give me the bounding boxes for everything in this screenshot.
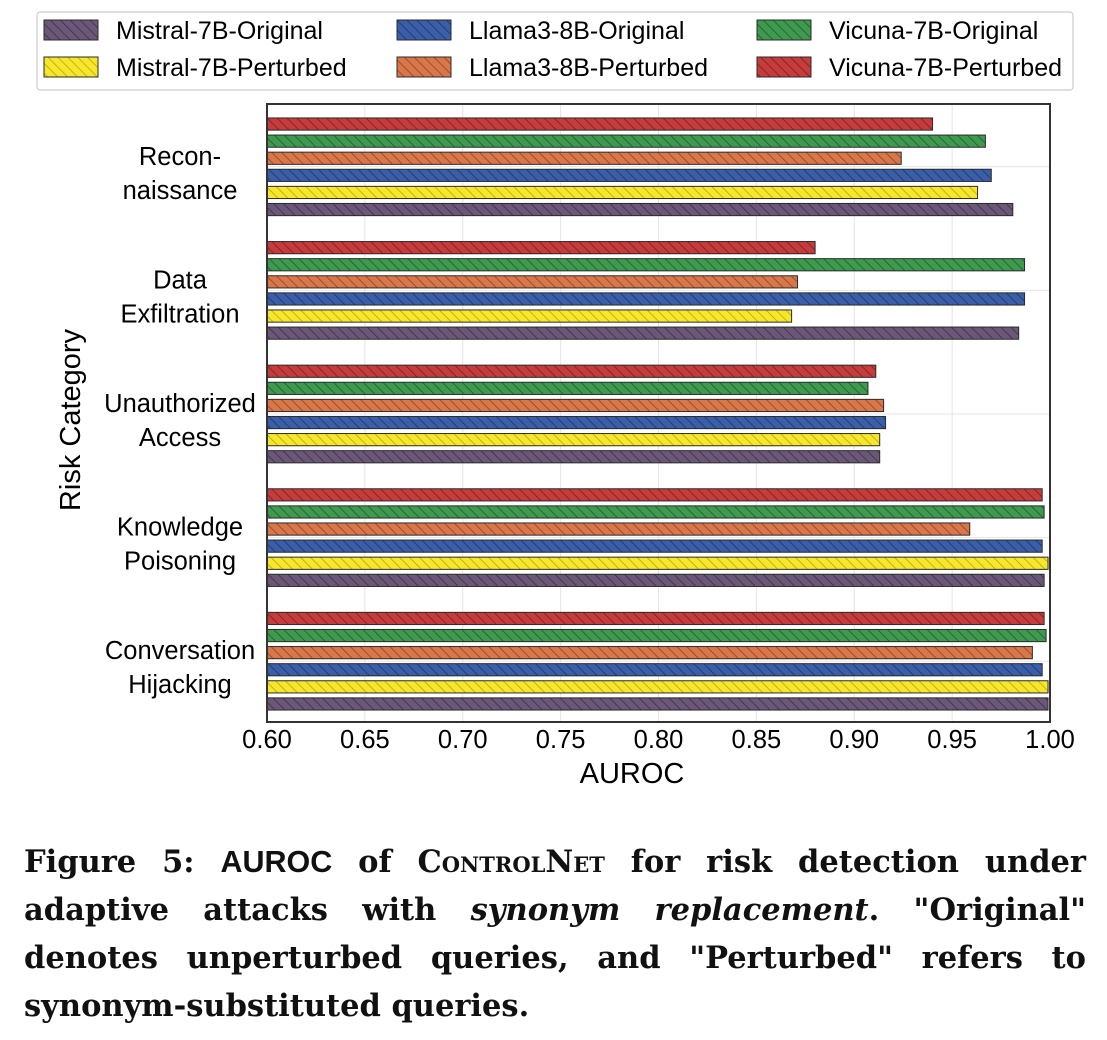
x-tick-label: 1.00: [1025, 726, 1075, 754]
caption-system-name: ControlNet: [417, 844, 605, 880]
bar-vicuna-7b-perturbed-recon-naissance: [266, 117, 934, 131]
bar-llama3-8b-perturbed-data-exfiltration: [266, 275, 798, 289]
bar-vicuna-7b-perturbed-unauthorized-access: [266, 364, 877, 378]
y-tick-label: Data: [153, 266, 208, 294]
x-axis-ticks: 0.60 0.65 0.70 0.75 0.80 0.85 0.90 0.95 1.00: [242, 726, 1075, 754]
y-tick-label: Conversation: [105, 637, 255, 665]
legend-label-vicuna-7b-original: Vicuna-7B-Original: [829, 17, 1038, 45]
bar-llama3-8b-perturbed-unauthorized-access: [266, 398, 885, 413]
bar-mistral-7b-original-data-exfiltration: [266, 326, 1020, 340]
legend-swatch-vicuna-7b-original: [756, 19, 812, 41]
y-tick-label: Recon-: [139, 143, 221, 171]
x-tick-label: 0.85: [732, 726, 782, 754]
bar-mistral-7b-perturbed-data-exfiltration: [266, 309, 793, 323]
x-tick-label: 0.80: [634, 726, 684, 754]
bar-mistral-7b-perturbed-conversation-hijacking: [266, 680, 1049, 694]
y-tick-label: naissance: [123, 177, 238, 205]
legend-swatch-vicuna-7b-perturbed: [756, 56, 812, 78]
legend-swatch-mistral-7b-perturbed: [43, 56, 99, 78]
y-tick-label: Knowledge: [117, 514, 243, 542]
bar-mistral-7b-perturbed-recon-naissance: [266, 185, 979, 200]
bar-mistral-7b-original-unauthorized-access: [266, 450, 881, 464]
legend-swatch-llama3-8b-original: [396, 19, 452, 41]
caption-emphasis: synonym replacement: [470, 892, 869, 928]
bar-vicuna-7b-original-knowledge-poisoning: [266, 505, 1045, 519]
bar-llama3-8b-perturbed-conversation-hijacking: [266, 646, 1033, 660]
y-tick-label: Unauthorized: [104, 390, 256, 418]
bar-vicuna-7b-original-conversation-hijacking: [266, 628, 1047, 643]
caption-of: of: [332, 844, 418, 880]
bar-vicuna-7b-perturbed-data-exfiltration: [266, 241, 816, 255]
bar-vicuna-7b-perturbed-knowledge-poisoning: [266, 488, 1043, 502]
plot-area: [266, 103, 1051, 723]
bar-llama3-8b-original-knowledge-poisoning: [266, 539, 1043, 553]
x-tick-label: 0.90: [829, 726, 879, 754]
legend: Mistral-7B-Original Llama3-8B-Original Vic…: [36, 11, 1074, 91]
y-axis-label: Risk Category: [55, 328, 87, 511]
bar-llama3-8b-original-conversation-hijacking: [266, 663, 1043, 677]
legend-label-mistral-7b-perturbed: Mistral-7B-Perturbed: [116, 54, 347, 82]
bar-vicuna-7b-original-data-exfiltration: [266, 258, 1026, 272]
bar-llama3-8b-original-data-exfiltration: [266, 292, 1026, 306]
x-axis-label: AUROC: [580, 758, 685, 790]
bar-vicuna-7b-original-unauthorized-access: [266, 381, 869, 395]
legend-label-vicuna-7b-perturbed: Vicuna-7B-Perturbed: [829, 54, 1062, 82]
x-tick-label: 0.95: [927, 726, 977, 754]
bar-mistral-7b-original-knowledge-poisoning: [266, 573, 1045, 587]
caption-metric: AUROC: [220, 845, 333, 879]
plot-frame: [266, 103, 1051, 723]
x-tick-label: 0.65: [340, 726, 390, 754]
y-tick-label: Exfiltration: [120, 300, 239, 328]
y-axis-labels: Recon-naissance Data Exfiltration Unauthori…: [104, 143, 256, 699]
bar-vicuna-7b-original-recon-naissance: [266, 134, 986, 148]
legend-swatch-llama3-8b-perturbed: [396, 56, 452, 78]
bar-mistral-7b-perturbed-knowledge-poisoning: [266, 556, 1049, 570]
x-tick-label: 0.70: [438, 726, 488, 754]
legend-frame: [36, 11, 1074, 91]
bars: [266, 117, 1049, 711]
x-tick-label: 0.75: [536, 726, 586, 754]
y-tick-label: Hijacking: [128, 671, 231, 699]
y-tick-label: Poisoning: [124, 548, 236, 576]
legend-swatch-mistral-7b-original: [43, 19, 99, 41]
legend-label-mistral-7b-original: Mistral-7B-Original: [116, 17, 323, 45]
bar-mistral-7b-perturbed-unauthorized-access: [266, 433, 881, 447]
bar-llama3-8b-original-recon-naissance: [266, 168, 992, 182]
bar-llama3-8b-original-unauthorized-access: [266, 415, 887, 430]
caption-text-1: for risk detection under adaptive attack…: [24, 844, 1087, 928]
bar-llama3-8b-perturbed-recon-naissance: [266, 151, 902, 165]
bar-llama3-8b-perturbed-knowledge-poisoning: [266, 522, 971, 536]
y-tick-label: Access: [139, 424, 221, 452]
auroc-bar-chart: Mistral-7B-Original Llama3-8B-Original Vic…: [36, 11, 1075, 790]
legend-label-llama3-8b-perturbed: Llama3-8B-Perturbed: [469, 54, 708, 82]
caption-label: Figure 5:: [24, 844, 221, 880]
caption-text-2: . "Original" denotes unperturbed queries…: [24, 892, 1086, 1024]
figure-caption: Figure 5: AUROC of ControlNet for risk d…: [24, 838, 1086, 1030]
bar-vicuna-7b-perturbed-conversation-hijacking: [266, 611, 1045, 626]
legend-label-llama3-8b-original: Llama3-8B-Original: [469, 17, 684, 45]
bar-mistral-7b-original-recon-naissance: [266, 202, 1014, 217]
x-tick-label: 0.60: [242, 726, 292, 754]
bar-mistral-7b-original-conversation-hijacking: [266, 697, 1049, 711]
